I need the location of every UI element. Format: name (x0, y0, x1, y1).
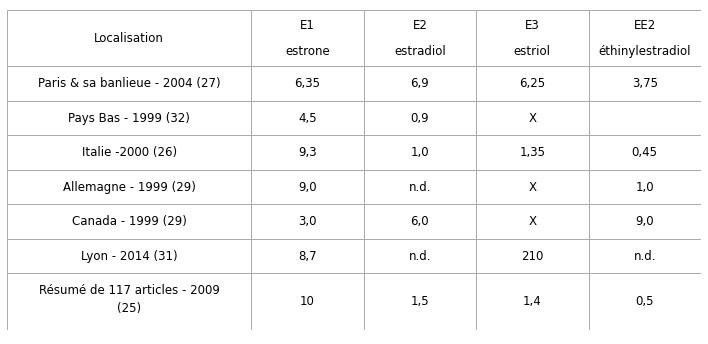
Bar (251, 66, 364, 101)
Text: n.d.: n.d. (634, 249, 656, 262)
Bar (364, 170, 476, 204)
Bar (476, 273, 588, 330)
Text: E2: E2 (413, 19, 428, 32)
Bar (251, 204, 364, 239)
Bar (476, 135, 588, 170)
Text: (25): (25) (117, 302, 142, 315)
Text: 0,9: 0,9 (411, 111, 429, 125)
Bar (476, 170, 588, 204)
Text: 6,25: 6,25 (519, 77, 545, 90)
Text: éthinylestradiol: éthinylestradiol (598, 45, 691, 58)
Bar (364, 135, 476, 170)
Text: Italie -2000 (26): Italie -2000 (26) (81, 146, 177, 159)
Bar (364, 10, 476, 66)
Text: 9,0: 9,0 (635, 215, 654, 228)
Bar (251, 239, 364, 273)
Text: Localisation: Localisation (94, 32, 164, 45)
Bar (7, 135, 251, 170)
Text: Résumé de 117 articles - 2009: Résumé de 117 articles - 2009 (39, 284, 219, 297)
Bar (476, 10, 588, 66)
Bar (588, 135, 701, 170)
Bar (251, 170, 364, 204)
Bar (364, 101, 476, 135)
Bar (588, 170, 701, 204)
Bar (476, 66, 588, 101)
Text: estrone: estrone (285, 45, 330, 58)
Text: Allemagne - 1999 (29): Allemagne - 1999 (29) (63, 181, 195, 194)
Text: estriol: estriol (514, 45, 551, 58)
Text: 1,4: 1,4 (523, 295, 542, 308)
Bar (7, 239, 251, 273)
Bar (476, 204, 588, 239)
Bar (7, 10, 251, 66)
Text: 0,5: 0,5 (636, 295, 654, 308)
Text: E1: E1 (300, 19, 315, 32)
Text: 6,9: 6,9 (411, 77, 429, 90)
Bar (251, 135, 364, 170)
Bar (7, 170, 251, 204)
Text: 1,5: 1,5 (411, 295, 429, 308)
Text: 1,0: 1,0 (635, 181, 654, 194)
Bar (364, 204, 476, 239)
Text: EE2: EE2 (634, 19, 656, 32)
Text: 1,35: 1,35 (519, 146, 545, 159)
Bar (364, 239, 476, 273)
Text: 6,35: 6,35 (295, 77, 321, 90)
Text: 9,0: 9,0 (298, 181, 316, 194)
Text: 3,75: 3,75 (632, 77, 658, 90)
Text: Canada - 1999 (29): Canada - 1999 (29) (72, 215, 187, 228)
Bar (251, 101, 364, 135)
Text: X: X (528, 181, 537, 194)
Text: Pays Bas - 1999 (32): Pays Bas - 1999 (32) (68, 111, 190, 125)
Bar (588, 101, 701, 135)
Bar (251, 273, 364, 330)
Bar (588, 66, 701, 101)
Bar (364, 66, 476, 101)
Text: 4,5: 4,5 (298, 111, 316, 125)
Text: estradiol: estradiol (394, 45, 446, 58)
Text: 210: 210 (521, 249, 544, 262)
Text: 6,0: 6,0 (411, 215, 429, 228)
Text: X: X (528, 111, 537, 125)
Text: 10: 10 (300, 295, 315, 308)
Text: n.d.: n.d. (409, 249, 431, 262)
Text: Paris & sa banlieue - 2004 (27): Paris & sa banlieue - 2004 (27) (38, 77, 220, 90)
Bar (251, 10, 364, 66)
Bar (588, 273, 701, 330)
Bar (588, 10, 701, 66)
Bar (7, 204, 251, 239)
Bar (476, 101, 588, 135)
Text: 0,45: 0,45 (632, 146, 658, 159)
Bar (7, 101, 251, 135)
Bar (7, 66, 251, 101)
Bar (588, 204, 701, 239)
Text: E3: E3 (525, 19, 539, 32)
Bar (476, 239, 588, 273)
Text: 1,0: 1,0 (411, 146, 429, 159)
Bar (588, 239, 701, 273)
Text: 8,7: 8,7 (298, 249, 316, 262)
Text: X: X (528, 215, 537, 228)
Text: 9,3: 9,3 (298, 146, 316, 159)
Text: n.d.: n.d. (409, 181, 431, 194)
Bar (7, 273, 251, 330)
Text: Lyon - 2014 (31): Lyon - 2014 (31) (81, 249, 178, 262)
Text: 3,0: 3,0 (298, 215, 316, 228)
Bar (364, 273, 476, 330)
